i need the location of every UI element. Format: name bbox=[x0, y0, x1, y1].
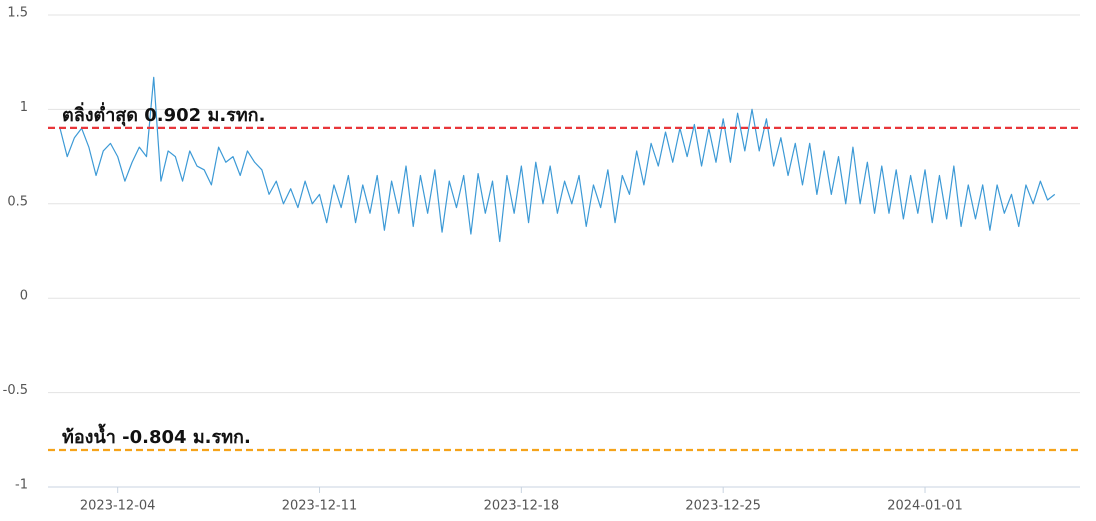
y-tick-label: 0 bbox=[20, 289, 28, 304]
x-tick-label: 2024-01-01 bbox=[887, 499, 963, 514]
series-line bbox=[59, 76, 1056, 243]
x-tick-label: 2023-12-18 bbox=[484, 499, 560, 514]
y-tick-label: -0.5 bbox=[3, 383, 28, 398]
y-tick-label: -1 bbox=[15, 478, 28, 493]
x-tick-label: 2023-12-11 bbox=[282, 499, 358, 514]
x-tick-label: 2023-12-25 bbox=[685, 499, 761, 514]
y-tick-label: 1.5 bbox=[7, 6, 28, 21]
y-tick-label: 0.5 bbox=[7, 194, 28, 209]
y-tick-label: 1 bbox=[20, 100, 28, 115]
reference-label: ตลิ่งต่ำสุด 0.902 ม.รทก. bbox=[62, 102, 265, 127]
x-tick-label: 2023-12-04 bbox=[80, 499, 156, 514]
reference-label: ท้องน้ำ -0.804 ม.รทก. bbox=[62, 423, 251, 448]
